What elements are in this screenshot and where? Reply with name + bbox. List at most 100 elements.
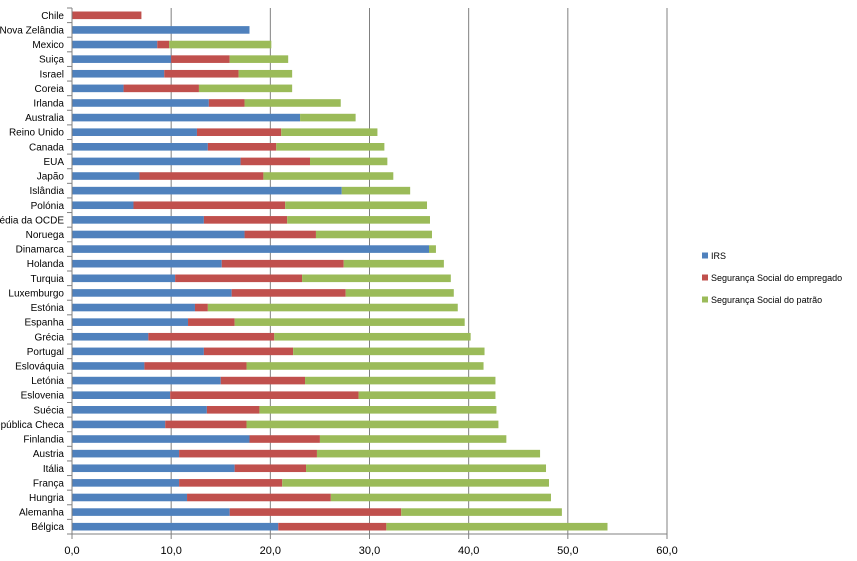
bar-segment-ss-empregado — [187, 493, 331, 502]
bars — [72, 11, 608, 531]
bar-segment-irs — [72, 99, 209, 107]
bar-segment-irs — [72, 69, 165, 78]
bar-segment-ss-patrao — [169, 40, 272, 49]
legend-swatch — [702, 296, 708, 303]
bar-segment-ss-patrao — [386, 522, 608, 531]
bar-segment-irs — [72, 362, 145, 370]
bar-segment-ss-patrao — [198, 84, 293, 93]
bar-segment-ss-patrao — [246, 362, 484, 370]
bar-segment-ss-empregado — [203, 216, 288, 224]
category-label: Dinamarca — [16, 245, 65, 256]
bar-segment-ss-patrao — [238, 69, 293, 78]
bar-segment-ss-empregado — [123, 84, 199, 93]
bar-segment-ss-patrao — [207, 303, 458, 312]
bar-segment-irs — [72, 464, 235, 473]
category-label: Grécia — [35, 332, 65, 343]
bar-segment-ss-patrao — [316, 449, 541, 458]
category-label: Portugal — [27, 347, 64, 358]
bar-segment-ss-empregado — [244, 230, 316, 239]
bar-segment-ss-empregado — [196, 128, 282, 136]
bar-segment-irs — [72, 479, 180, 487]
bar-segment-irs — [72, 522, 279, 531]
legend-label: Segurança Social do patrão — [711, 295, 822, 305]
bar-segment-ss-patrao — [358, 391, 496, 399]
bar-segment-ss-empregado — [179, 449, 317, 458]
bar-segment-ss-patrao — [315, 230, 432, 239]
bar-segment-irs — [72, 391, 171, 399]
bar-segment-ss-empregado — [171, 55, 230, 63]
bar-segment-irs — [72, 449, 180, 458]
bar-segment-ss-empregado — [231, 289, 346, 297]
x-tick-labels: 0,0 10,0 20,0 30,0 40,0 50,0 60,0 — [64, 545, 677, 557]
bar-segment-irs — [72, 157, 241, 166]
category-label: Coreia — [35, 84, 65, 95]
bar-segment-ss-empregado — [208, 99, 245, 107]
bar-segment-ss-empregado — [157, 40, 170, 49]
bar-segment-irs — [72, 186, 342, 195]
bar-segment-ss-patrao — [287, 216, 430, 224]
bar-segment-ss-empregado — [207, 143, 277, 151]
category-label: Israel — [40, 69, 64, 80]
category-labels: Chile Nova Zelândia Mexico Suiça Israel Corei… — [0, 11, 64, 533]
category-label: Média da OCDE — [0, 215, 64, 226]
category-label: Holanda — [27, 259, 65, 270]
bar-segment-irs — [72, 245, 429, 253]
x-tick-label: 50,0 — [557, 545, 578, 557]
bar-segment-irs — [72, 318, 189, 326]
category-label: Reino Unido — [9, 128, 64, 139]
x-tick-label: 40,0 — [458, 545, 479, 557]
bar-segment-ss-patrao — [263, 172, 394, 180]
bar-segment-irs — [72, 55, 172, 63]
bar-segment-irs — [72, 113, 301, 122]
category-label: Hungria — [29, 493, 64, 504]
bar-segment-irs — [72, 201, 134, 210]
bar-segment-ss-empregado — [229, 508, 402, 516]
bar-segment-irs — [72, 26, 250, 34]
bar-segment-irs — [72, 216, 204, 224]
bar-segment-ss-patrao — [300, 113, 356, 122]
bar-segment-ss-empregado — [194, 303, 208, 312]
bar-segment-irs — [72, 259, 222, 268]
legend: IRS Segurança Social do empregado Seguranç… — [702, 251, 842, 305]
bar-segment-irs — [72, 289, 232, 297]
bar-segment-ss-empregado — [220, 376, 306, 385]
category-label: Turquia — [30, 274, 64, 285]
x-tick-label: 30,0 — [359, 545, 380, 557]
bar-segment-ss-empregado — [165, 420, 247, 429]
category-label: Canada — [29, 142, 64, 153]
category-label: Suécia — [33, 405, 64, 416]
bar-segment-ss-empregado — [249, 435, 320, 443]
bar-segment-ss-empregado — [179, 479, 283, 487]
bar-segment-irs — [72, 274, 176, 283]
bar-segment-irs — [72, 435, 250, 443]
category-label: Nova Zelândia — [0, 25, 64, 36]
bar-segment-ss-patrao — [343, 259, 444, 268]
category-label: Espanha — [25, 318, 65, 329]
category-label: EUA — [43, 157, 64, 168]
x-tick-label: 60,0 — [656, 545, 677, 557]
bar-segment-ss-patrao — [244, 99, 341, 107]
category-label: Estónia — [31, 303, 65, 314]
bar-segment-ss-patrao — [319, 435, 507, 443]
category-label: Finlandia — [23, 435, 64, 446]
bar-segment-ss-empregado — [164, 69, 239, 78]
bar-segment-ss-empregado — [221, 259, 344, 268]
category-label: República Checa — [0, 420, 64, 431]
bar-segment-ss-patrao — [229, 55, 289, 63]
bar-segment-irs — [72, 128, 197, 136]
bar-segment-irs — [72, 420, 166, 429]
category-label: Islândia — [30, 186, 65, 197]
bar-segment-ss-empregado — [175, 274, 303, 283]
category-label: Luxemburgo — [8, 288, 64, 299]
bar-segment-ss-patrao — [305, 376, 496, 385]
bar-segment-ss-patrao — [282, 479, 549, 487]
bar-segment-ss-empregado — [139, 172, 264, 180]
bar-segment-ss-empregado — [206, 406, 260, 414]
bar-segment-ss-patrao — [246, 420, 499, 429]
bar-segment-ss-patrao — [281, 128, 378, 136]
bar-segment-irs — [72, 508, 230, 516]
category-label: Polónia — [31, 201, 65, 212]
category-label: França — [33, 478, 65, 489]
category-label: Irlanda — [33, 98, 64, 109]
category-label: Letónia — [31, 376, 64, 387]
